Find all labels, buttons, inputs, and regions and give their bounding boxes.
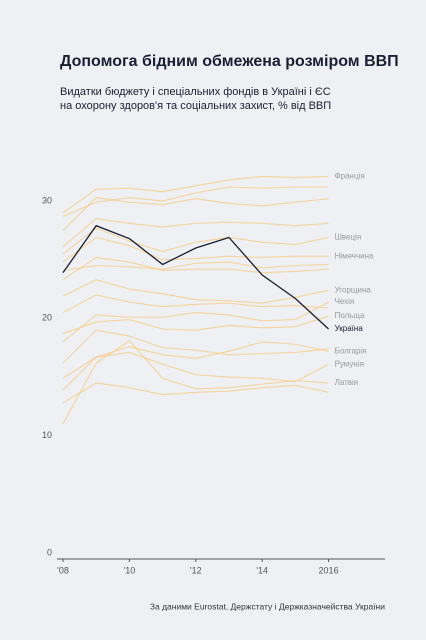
series-line <box>62 294 329 314</box>
series-label: Франція <box>335 172 365 181</box>
y-tick-label: 30 <box>42 195 52 205</box>
series-label: Латвія <box>335 378 359 387</box>
x-tick-label: '10 <box>124 565 136 575</box>
x-tick-label: '08 <box>57 565 69 575</box>
series-label: Україна <box>335 324 364 333</box>
series-line <box>62 186 329 217</box>
series-line <box>62 224 330 330</box>
series-label: Угорщина <box>335 285 372 294</box>
series-line <box>62 301 329 343</box>
series-line <box>62 256 329 281</box>
x-tick-label: '12 <box>190 565 202 575</box>
series-line <box>62 227 329 255</box>
chart-title: Допомога бідним обмежена розміром ВВП <box>60 53 399 70</box>
x-tick-label: 2016 <box>319 565 339 575</box>
series-line <box>62 339 329 425</box>
subtitle: Видатки бюджету і спеціальних фондів в У… <box>60 86 331 98</box>
series-line <box>62 236 329 263</box>
series-line <box>62 218 329 248</box>
series-label: Болгарія <box>335 346 367 355</box>
series-label: Польща <box>335 311 365 320</box>
series-line <box>62 175 329 214</box>
y-tick-label: 0 <box>47 547 52 557</box>
y-tick-label: 10 <box>42 430 52 440</box>
series-line <box>62 341 329 379</box>
series-line <box>62 261 329 271</box>
series-line <box>62 315 329 335</box>
series-label: Німеччина <box>335 251 374 260</box>
series-label: Швеція <box>335 233 362 242</box>
subtitle: на охорону здоров'я та соціальних захист… <box>60 100 331 112</box>
source: За даними Eurostat, Держстату і Держказн… <box>150 601 385 611</box>
series-line <box>62 382 329 404</box>
x-tick-label: '14 <box>256 565 268 575</box>
series-label: Румунія <box>335 359 364 368</box>
series-line <box>62 196 329 231</box>
series-label: Чехія <box>335 297 355 306</box>
y-tick-label: 20 <box>42 313 52 323</box>
series-line <box>62 279 329 304</box>
series-line <box>62 329 329 364</box>
